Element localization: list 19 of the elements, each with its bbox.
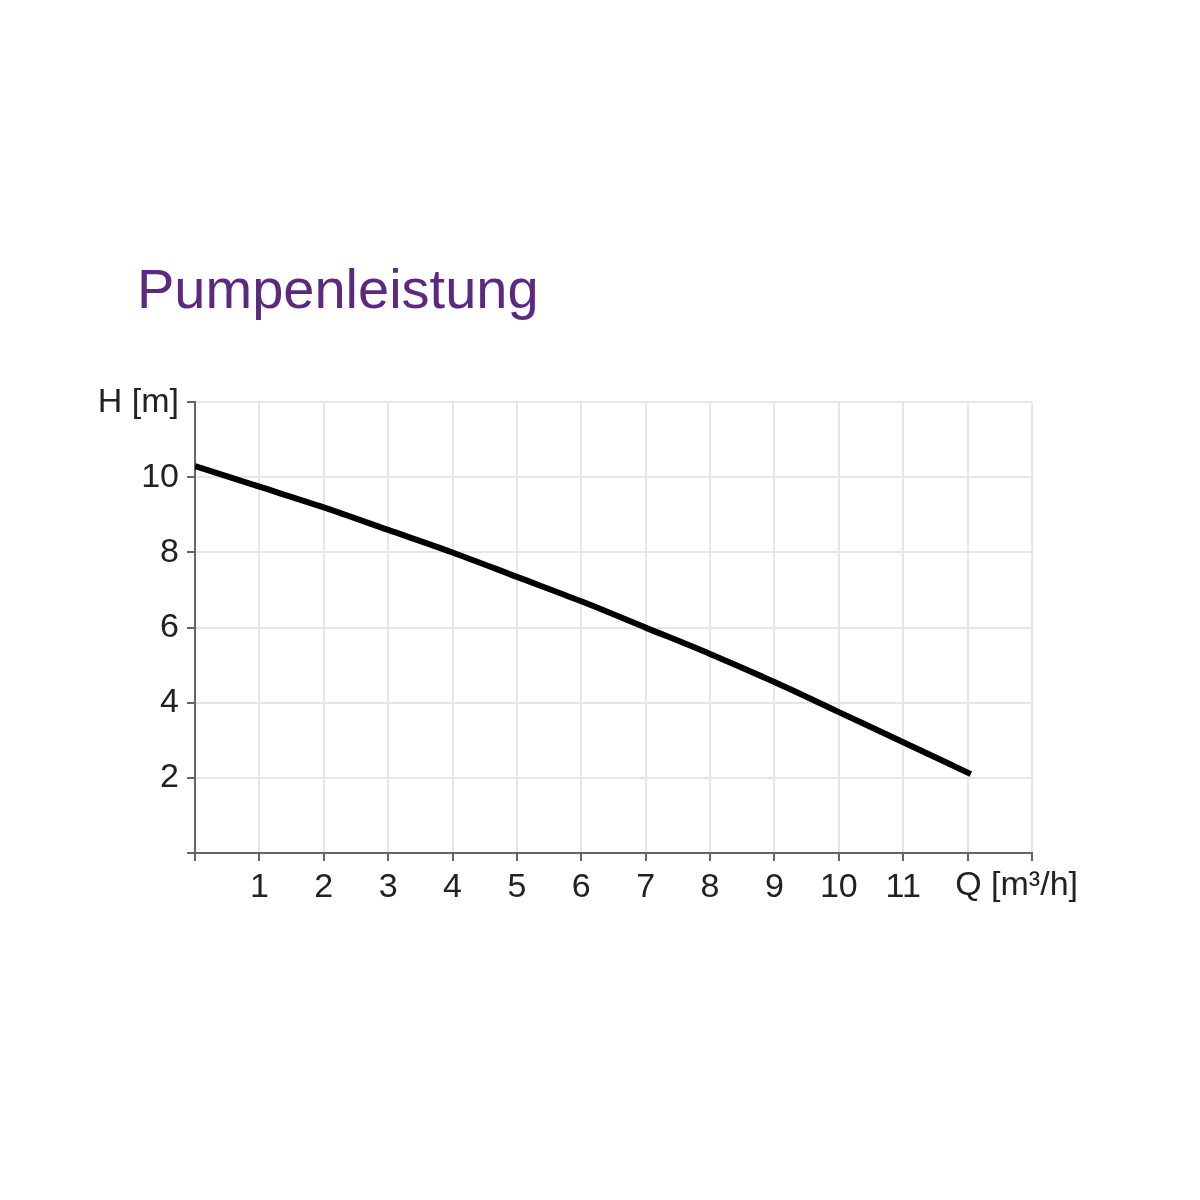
x-tick-label: 2	[314, 865, 334, 904]
y-axis-title: H [m]	[97, 380, 179, 419]
y-tick-label: 10	[141, 455, 179, 494]
x-tick-label: 10	[819, 865, 858, 904]
x-tick-label: 5	[507, 865, 527, 904]
x-tick-label: 9	[765, 865, 784, 904]
x-tick-label: 3	[378, 865, 398, 904]
x-tick-label: 11	[885, 865, 921, 904]
y-tick-label: 6	[160, 605, 179, 644]
x-tick-label: 6	[571, 865, 591, 904]
y-tick-label: 4	[160, 681, 179, 720]
x-tick-label: 8	[700, 865, 720, 904]
x-axis-title: Q [m³/h]	[955, 864, 1078, 903]
x-tick-label: 4	[443, 865, 462, 904]
chart-title: Pumpenleistung	[137, 257, 539, 321]
x-tick-label: 1	[249, 865, 269, 904]
y-tick-label: 8	[160, 530, 179, 569]
y-tick-label: 2	[160, 756, 179, 795]
x-tick-label: 7	[636, 865, 656, 904]
